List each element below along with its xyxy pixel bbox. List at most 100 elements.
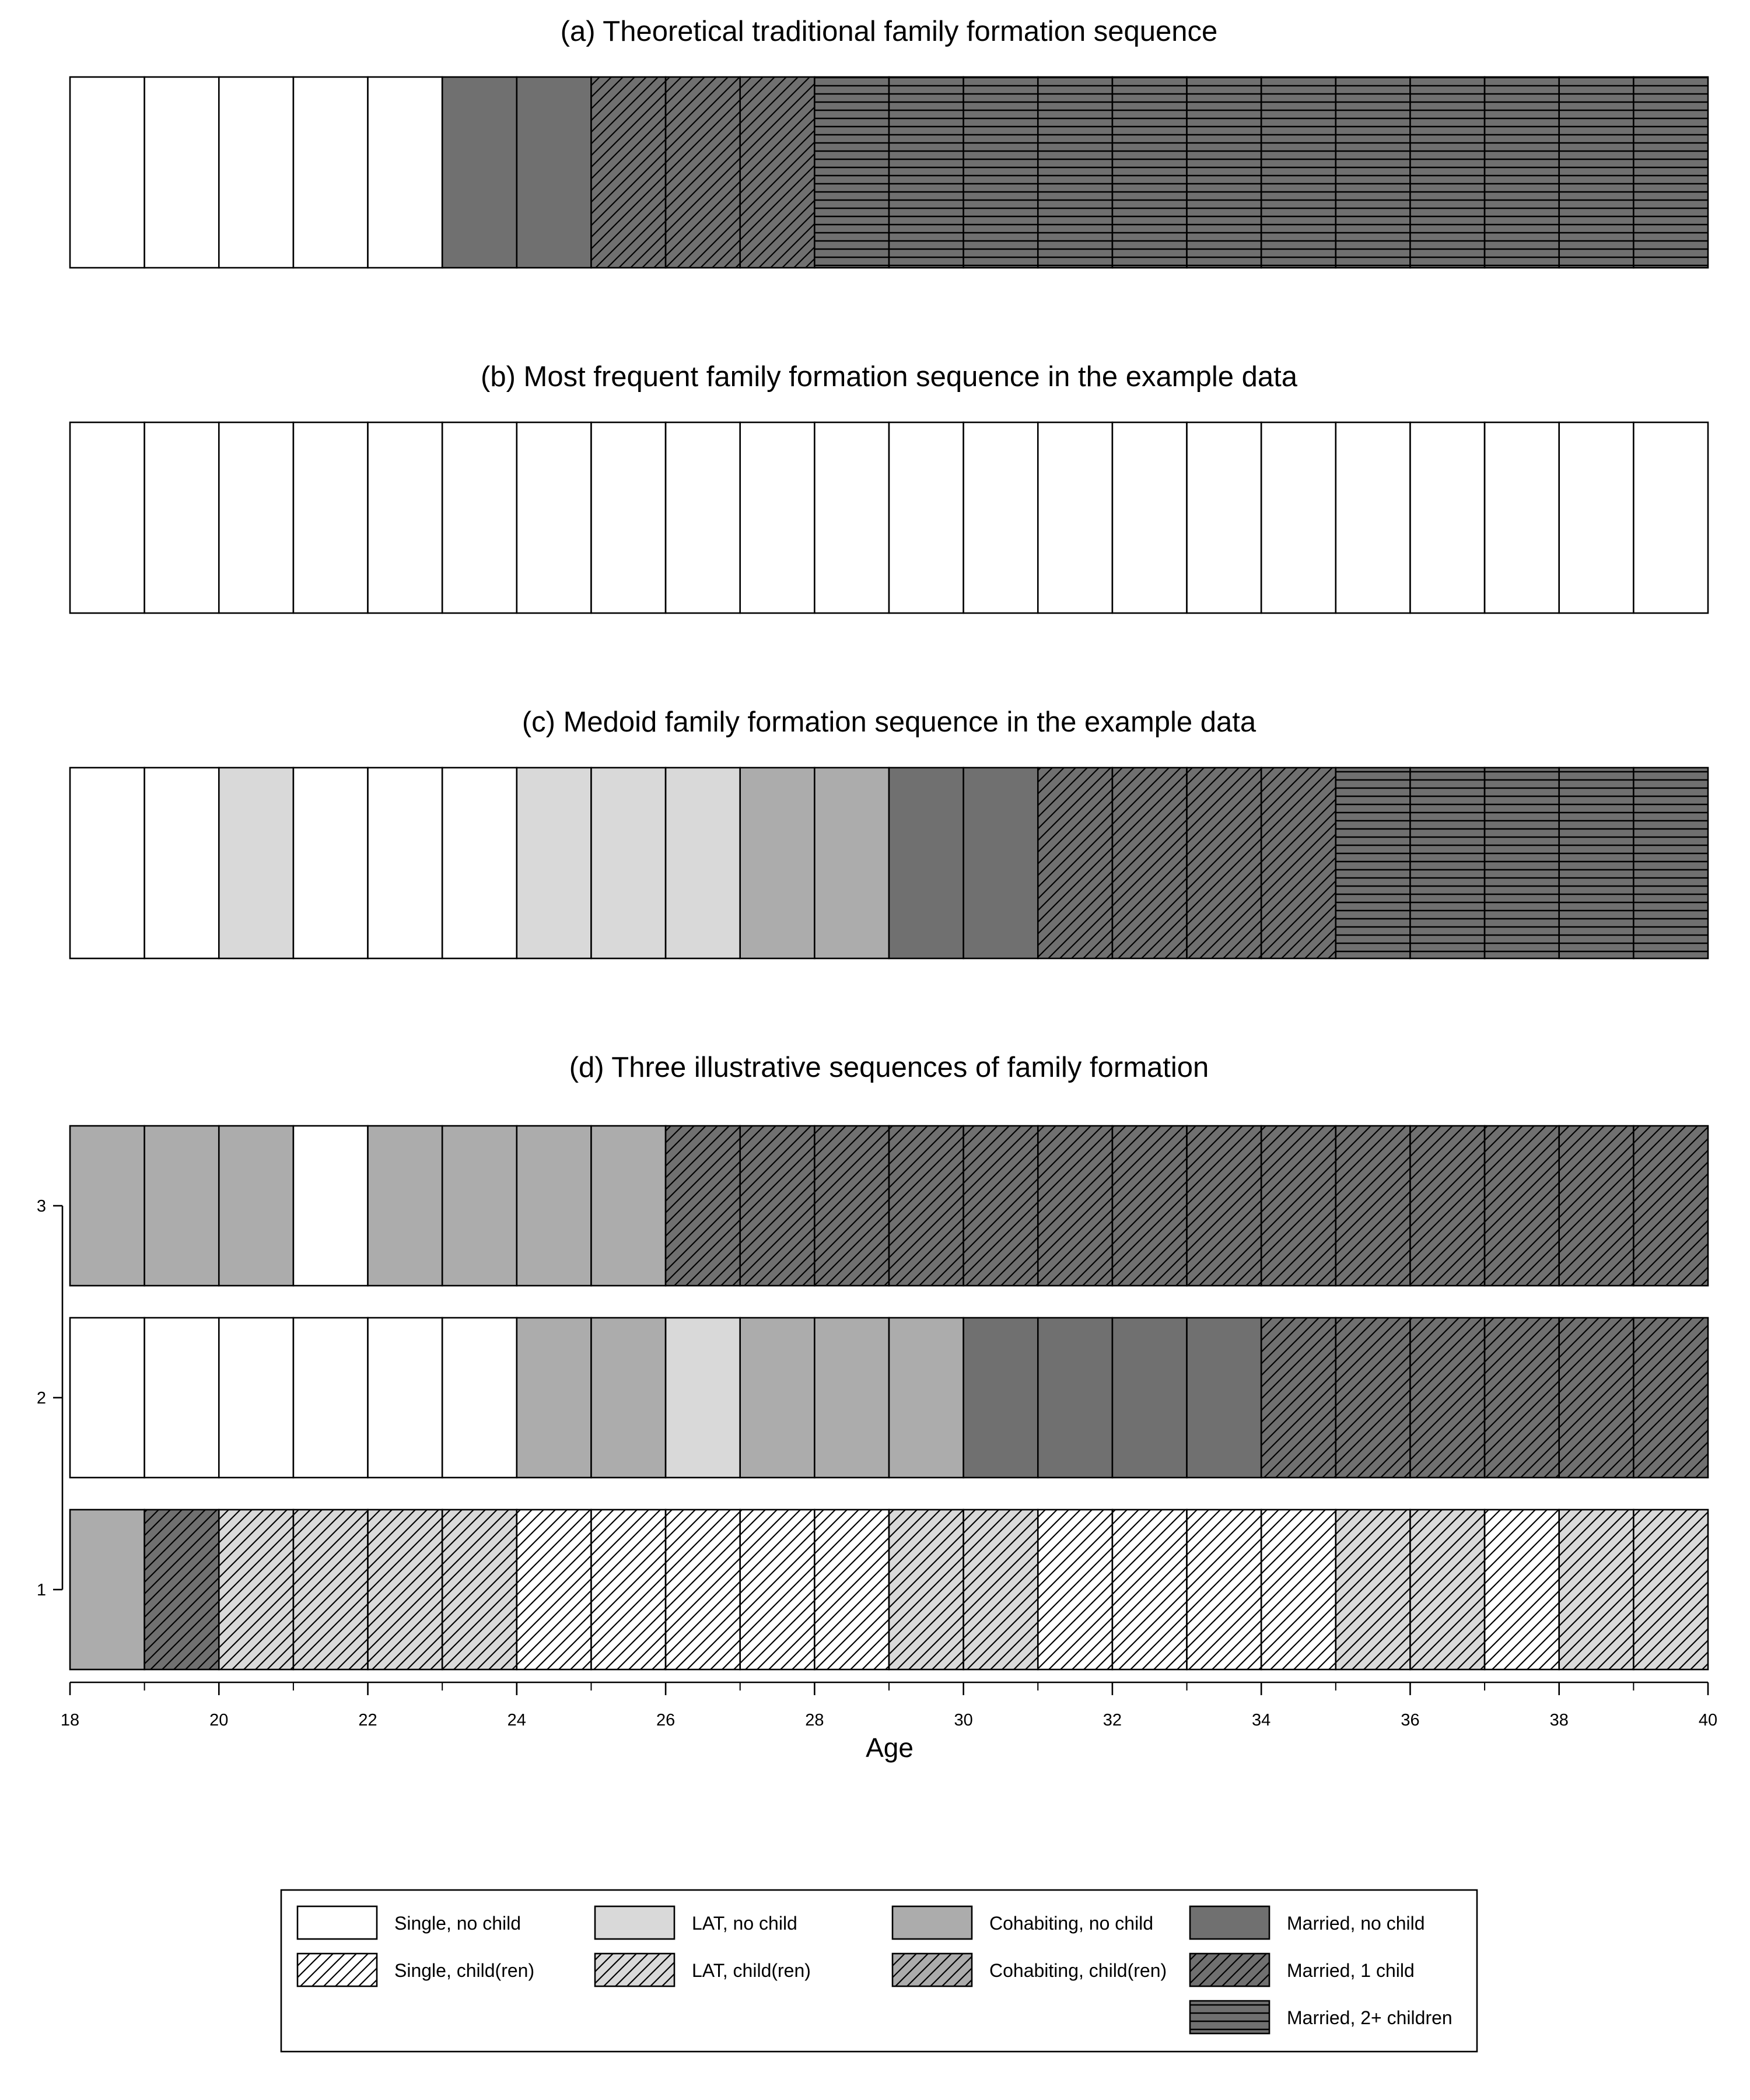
legend-box (280, 1889, 1478, 2053)
state-cell (218, 1508, 295, 1671)
state-cell (1483, 766, 1560, 960)
state-cell (1037, 766, 1114, 960)
state-cell (1633, 1125, 1709, 1287)
state-cell (1260, 421, 1337, 614)
state-cell (292, 421, 369, 614)
x-tick-label: 40 (1699, 1711, 1717, 1730)
y-tick-label: 3 (37, 1197, 46, 1216)
state-cell (367, 1508, 443, 1671)
sequence-row (69, 766, 1709, 960)
panel-a: (a) Theoretical traditional family forma… (69, 16, 1709, 269)
state-cell (69, 1125, 145, 1287)
x-tick-label: 36 (1401, 1711, 1419, 1730)
panel-title: (c) Medoid family formation sequence in … (522, 706, 1256, 738)
state-cell (516, 1508, 592, 1671)
state-cell (292, 1317, 369, 1479)
state-cell (1111, 76, 1188, 269)
state-cell (144, 76, 220, 269)
state-cell (1558, 76, 1634, 269)
state-cell (814, 76, 890, 269)
state-cell (1409, 1508, 1486, 1671)
state-cell (1633, 1317, 1709, 1479)
state-cell (963, 1508, 1039, 1671)
x-tick-label: 30 (954, 1711, 973, 1730)
x-tick-label: 34 (1252, 1711, 1270, 1730)
state-cell (664, 1125, 741, 1287)
state-cell (590, 421, 667, 614)
state-cell (1409, 766, 1486, 960)
state-cell (1633, 766, 1709, 960)
state-cell (1633, 421, 1709, 614)
state-cell (1111, 766, 1188, 960)
state-cell (1409, 1317, 1486, 1479)
x-tick-label: 32 (1103, 1711, 1122, 1730)
state-cell (1409, 1125, 1486, 1287)
state-cell (1111, 1508, 1188, 1671)
sequence-row (69, 1125, 1709, 1287)
state-cell (1483, 76, 1560, 269)
legend-label: Married, 1 child (1287, 1960, 1415, 1981)
state-cell (69, 1317, 145, 1479)
state-cell (1483, 1508, 1560, 1671)
state-cell (144, 1317, 220, 1479)
state-cell (590, 76, 667, 269)
state-cell (1558, 421, 1634, 614)
state-cell (1409, 76, 1486, 269)
sequence-row (69, 76, 1709, 269)
state-cell (664, 421, 741, 614)
state-cell (1186, 76, 1262, 269)
state-cell (590, 1508, 667, 1671)
state-cell (1558, 1317, 1634, 1479)
state-cell (1335, 1508, 1411, 1671)
state-cell (292, 766, 369, 960)
state-cell (1037, 1508, 1114, 1671)
state-cell (590, 766, 667, 960)
state-cell (1558, 1508, 1634, 1671)
state-cell (664, 1508, 741, 1671)
state-cell (814, 766, 890, 960)
state-cell (1186, 421, 1262, 614)
legend-entry: Married, 2+ children (1189, 2000, 1452, 2035)
state-cell (1186, 1125, 1262, 1287)
legend-entry: Married, no child (1189, 1905, 1425, 1940)
legend-label: Cohabiting, no child (989, 1913, 1153, 1934)
x-axis: 18 20 22 24 26 28 30 32 34 36 38 40 Age (61, 1681, 1717, 1763)
state-cell (1335, 1125, 1411, 1287)
state-cell (144, 766, 220, 960)
state-cell (441, 1125, 518, 1287)
state-cell (1633, 1508, 1709, 1671)
state-cell (888, 421, 964, 614)
y-tick-label: 2 (37, 1389, 46, 1408)
state-cell (963, 76, 1039, 269)
state-cell (1260, 1125, 1337, 1287)
legend-swatch (1189, 1952, 1270, 1987)
state-cell (1335, 1317, 1411, 1479)
legend-label: LAT, no child (692, 1913, 797, 1934)
state-cell (144, 1125, 220, 1287)
state-cell (1409, 421, 1486, 614)
state-cell (69, 1508, 145, 1671)
state-cell (1558, 1125, 1634, 1287)
x-tick-label: 20 (209, 1711, 228, 1730)
state-cell (739, 76, 816, 269)
state-cell (144, 421, 220, 614)
state-cell (1037, 76, 1114, 269)
legend-swatch (594, 1905, 676, 1940)
state-cell (292, 76, 369, 269)
state-cell (1260, 1317, 1337, 1479)
state-cell (441, 1508, 518, 1671)
legend-swatch (891, 1952, 973, 1987)
state-cell (739, 766, 816, 960)
state-cell (814, 1508, 890, 1671)
state-cell (218, 1317, 295, 1479)
state-cell (1483, 1317, 1560, 1479)
legend-entry: Single, no child (296, 1905, 521, 1940)
state-cell (367, 766, 443, 960)
state-cell (664, 76, 741, 269)
state-cell (814, 1317, 890, 1479)
state-cell (1260, 76, 1337, 269)
state-cell (1335, 76, 1411, 269)
state-cell (367, 421, 443, 614)
state-cell (69, 421, 145, 614)
